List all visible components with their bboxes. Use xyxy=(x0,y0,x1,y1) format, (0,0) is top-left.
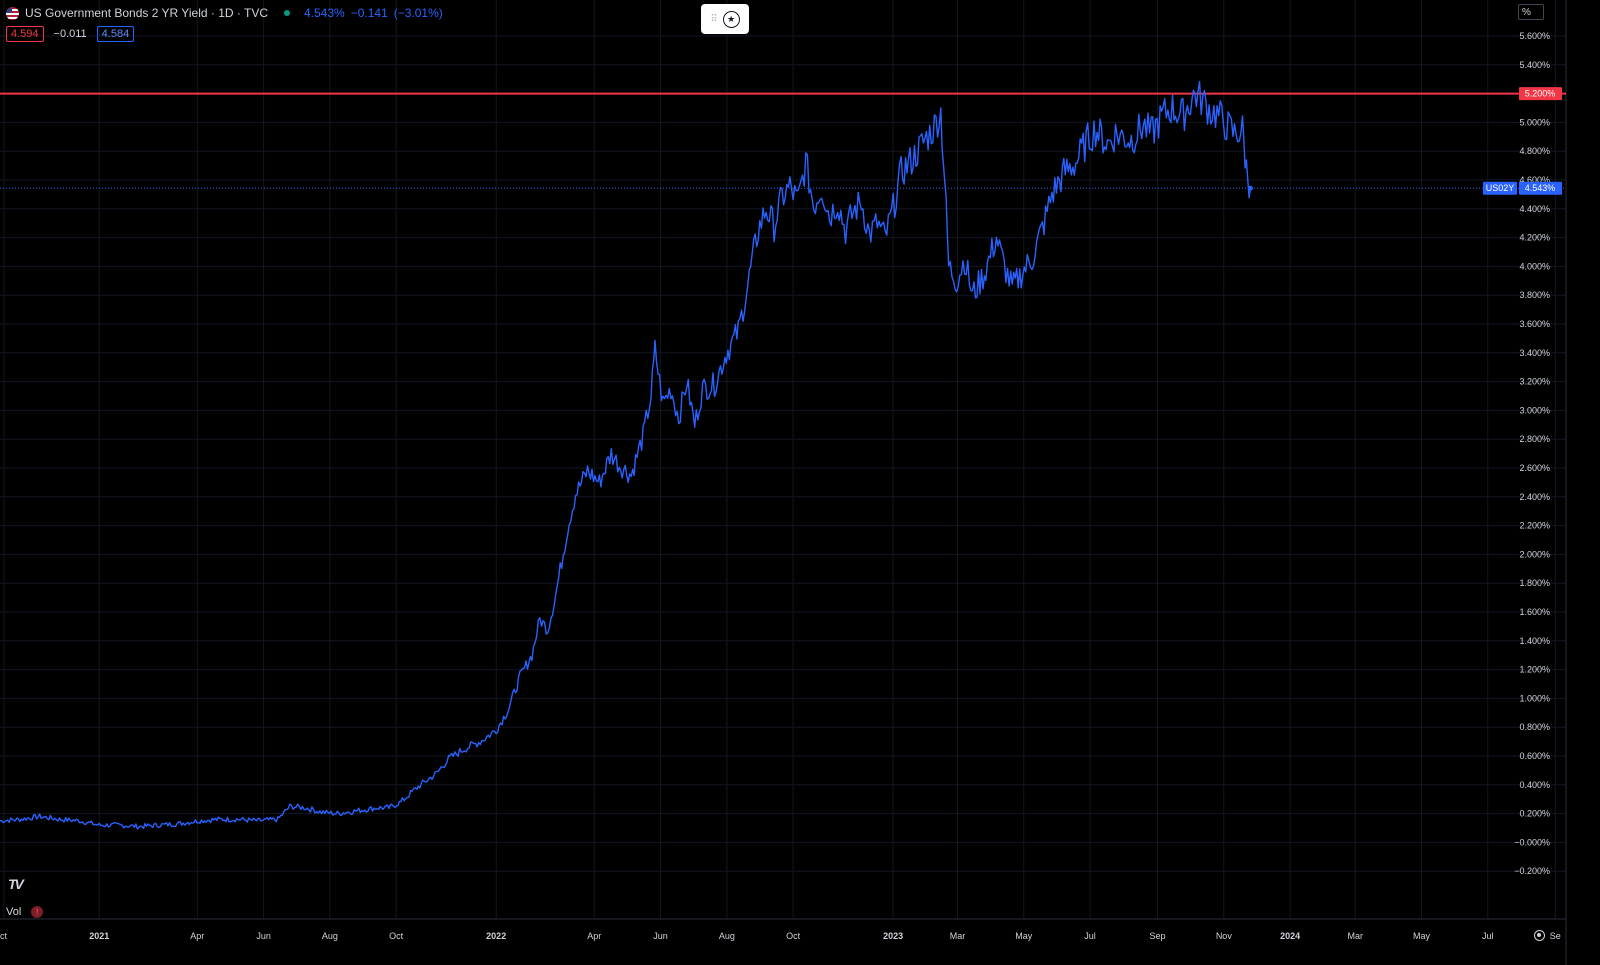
x-tick-label: Oct xyxy=(389,931,404,941)
y-tick-label: 3.800% xyxy=(1519,290,1550,300)
time-axis[interactable]: ct 2021 Apr Jun Aug Oct 2022 Apr Jun Aug Oct 2023 Ma… xyxy=(0,931,1561,941)
legend-last-value: 4.543% xyxy=(304,6,345,20)
x-tick-label: Oct xyxy=(786,931,801,941)
us-flag-icon xyxy=(6,6,19,20)
x-tick-label: May xyxy=(1015,931,1033,941)
volume-pane-legend: Vol ! xyxy=(6,906,44,918)
star-circle-icon[interactable]: ★ xyxy=(722,10,740,28)
y-tick-label: 1.800% xyxy=(1519,578,1550,588)
price-axis[interactable]: 5.600%5.400%5.200%5.000%4.800%4.600%4.40… xyxy=(1514,31,1550,876)
x-tick-label: May xyxy=(1413,931,1431,941)
y-tick-label: 3.200% xyxy=(1519,377,1550,387)
floating-toolbar[interactable]: ⠿ ★ xyxy=(701,4,749,34)
volume-label[interactable]: Vol xyxy=(6,906,22,918)
hline-price-tag xyxy=(1519,87,1562,101)
x-tick-label: Apr xyxy=(587,931,601,941)
y-tick-label: 4.600% xyxy=(1519,175,1550,185)
series-title[interactable]: US Government Bonds 2 YR Yield · 1D · TV… xyxy=(25,6,268,20)
y-tick-label: 1.400% xyxy=(1519,636,1550,646)
x-tick-label: 2022 xyxy=(486,931,506,941)
y-tick-label: 3.000% xyxy=(1519,405,1550,415)
x-tick-label: Mar xyxy=(950,931,966,941)
x-tick-label: Jul xyxy=(1084,931,1096,941)
price-boxes-row: 4.594 −0.011 4.584 xyxy=(6,26,135,42)
y-tick-label: 4.200% xyxy=(1519,233,1550,243)
x-tick-label: Nov xyxy=(1216,931,1233,941)
y-tick-label: 1.200% xyxy=(1519,665,1550,675)
y-tick-label: 2.400% xyxy=(1519,492,1550,502)
y-tick-label: 5.600% xyxy=(1519,31,1550,41)
x-tick-label: Mar xyxy=(1347,931,1363,941)
y-tick-label: 2.600% xyxy=(1519,463,1550,473)
spread-value: −0.011 xyxy=(53,28,87,40)
price-tags: 5.200% US02Y 4.543% xyxy=(1483,87,1562,195)
grid xyxy=(0,0,1566,919)
y-tick-label: 0.600% xyxy=(1519,751,1550,761)
y-tick-label: 1.600% xyxy=(1519,607,1550,617)
series-layer xyxy=(0,80,1253,830)
x-tick-label: 2021 xyxy=(89,931,109,941)
x-tick-label: Jun xyxy=(653,931,668,941)
x-tick-label: Se xyxy=(1550,931,1561,941)
x-tick-label: Apr xyxy=(190,931,204,941)
buy-price-box[interactable]: 4.584 xyxy=(96,26,135,42)
drag-handle-icon[interactable]: ⠿ xyxy=(710,13,717,25)
y-tick-label: 2.000% xyxy=(1519,549,1550,559)
series-legend[interactable]: US Government Bonds 2 YR Yield · 1D · TV… xyxy=(6,4,443,22)
y-tick-label: 5.000% xyxy=(1519,117,1550,127)
y-tick-label: 4.000% xyxy=(1519,261,1550,271)
y-tick-label: 0.200% xyxy=(1519,809,1550,819)
hline-price-tag-label: 5.200% xyxy=(1525,89,1556,99)
y-tick-label: 3.600% xyxy=(1519,319,1550,329)
y-tick-label: 3.400% xyxy=(1519,348,1550,358)
x-tick-label: Jun xyxy=(256,931,271,941)
y-tick-label: −0.200% xyxy=(1514,866,1550,876)
settings-gear-icon[interactable] xyxy=(1534,930,1545,941)
last-price-tag xyxy=(1519,181,1562,195)
x-tick-label: Aug xyxy=(719,931,735,941)
y-tick-label: 4.400% xyxy=(1519,204,1550,214)
y-tick-label: 1.000% xyxy=(1519,693,1550,703)
tradingview-logo-icon[interactable]: TV xyxy=(8,876,24,892)
x-tick-label: Aug xyxy=(322,931,338,941)
last-price-tag-label: 4.543% xyxy=(1525,183,1556,193)
x-tick-label: 2023 xyxy=(883,931,903,941)
sell-price-box[interactable]: 4.594 xyxy=(6,26,44,42)
x-tick-label: Sep xyxy=(1150,931,1166,941)
y-tick-label: 0.800% xyxy=(1519,722,1550,732)
symbol-tag xyxy=(1483,181,1517,195)
y-tick-label: 4.800% xyxy=(1519,146,1550,156)
warning-icon[interactable]: ! xyxy=(31,906,44,918)
x-tick-label: Jul xyxy=(1482,931,1494,941)
percent-scale-button[interactable]: % xyxy=(1518,4,1544,20)
market-status-icon[interactable] xyxy=(284,10,290,16)
series-line[interactable] xyxy=(0,80,1252,830)
x-tick-label: 2024 xyxy=(1280,931,1300,941)
y-tick-label: 2.200% xyxy=(1519,521,1550,531)
y-tick-label: 2.800% xyxy=(1519,434,1550,444)
legend-change-pct: (−3.01%) xyxy=(393,6,443,20)
x-tick-label: ct xyxy=(0,931,8,941)
symbol-tag-label: US02Y xyxy=(1486,183,1515,193)
y-tick-label: 5.400% xyxy=(1519,60,1550,70)
last-point-marker xyxy=(1247,185,1253,191)
legend-change: −0.141 xyxy=(350,6,388,20)
y-tick-label: −0.000% xyxy=(1514,837,1550,847)
y-tick-label: 0.400% xyxy=(1519,780,1550,790)
